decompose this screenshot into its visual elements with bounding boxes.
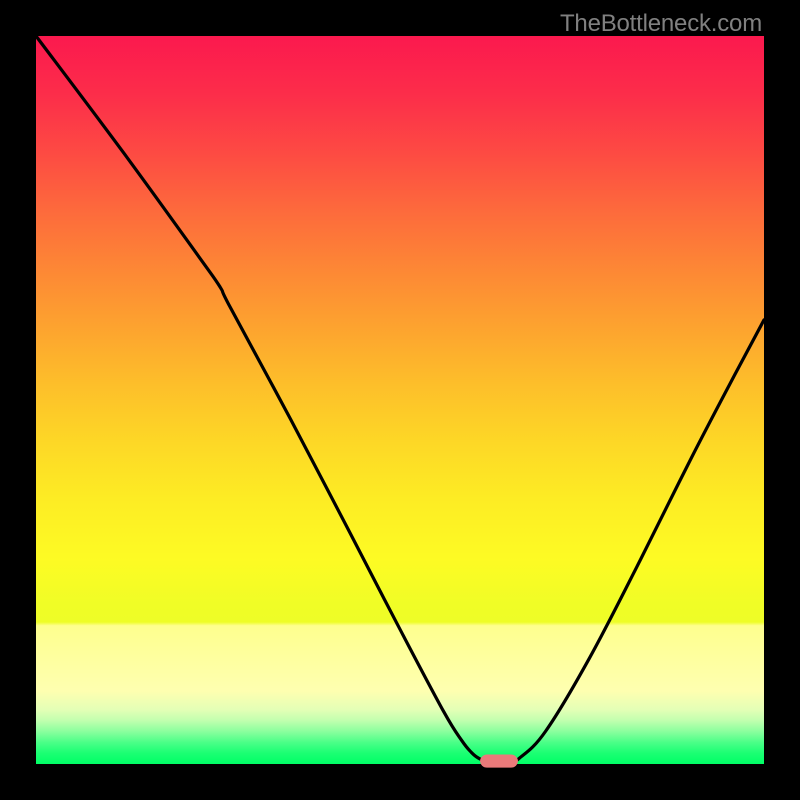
watermark-text: TheBottleneck.com [560,10,762,38]
bottleneck-curve [36,36,764,764]
curve-path [36,36,764,761]
chart-root: TheBottleneck.com [0,0,800,800]
minimum-marker-pill [480,755,518,768]
